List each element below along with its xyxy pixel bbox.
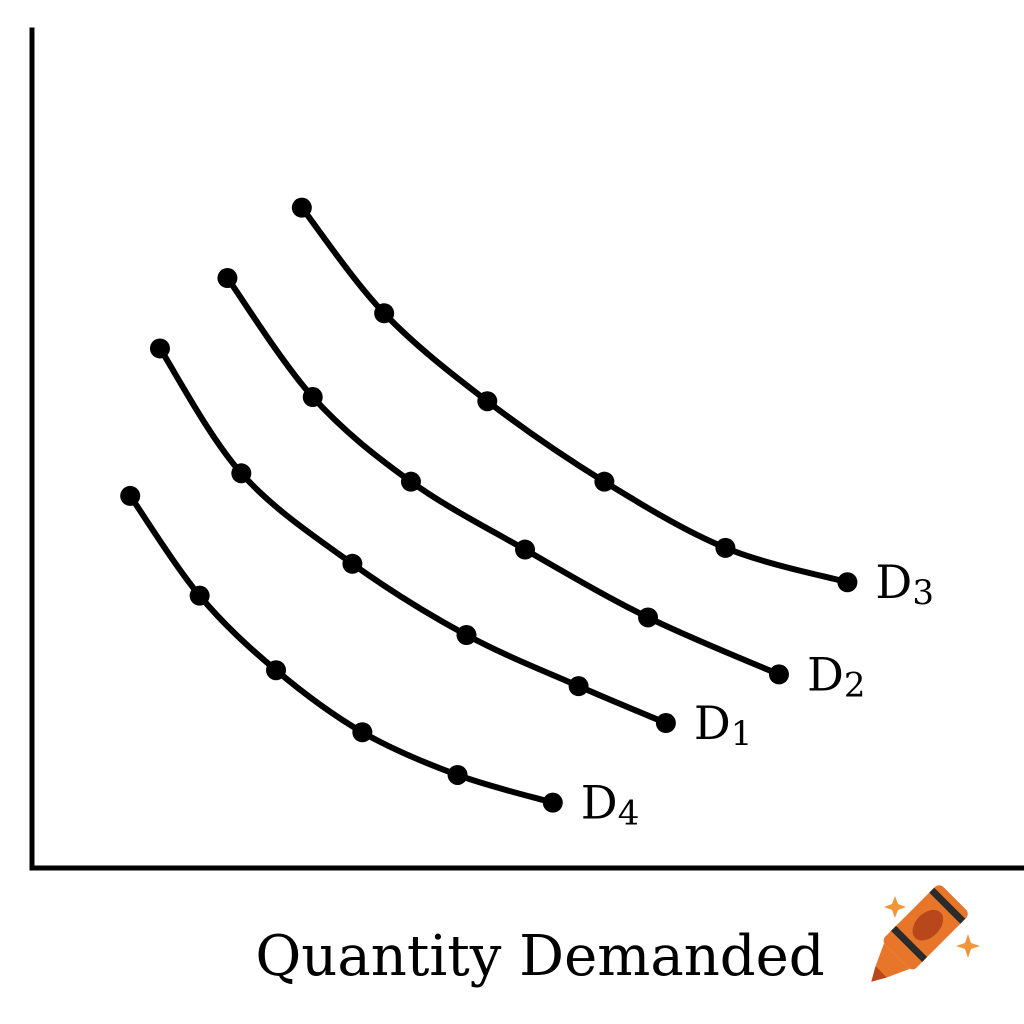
curve-d2 bbox=[224, 275, 782, 678]
point-d4-5 bbox=[447, 764, 468, 785]
axes bbox=[29, 27, 1024, 871]
series-d4: D4 bbox=[120, 485, 640, 834]
curve-d1 bbox=[156, 345, 669, 727]
crayon-icon bbox=[871, 885, 968, 982]
point-d2-2 bbox=[302, 387, 323, 408]
point-d2-6 bbox=[768, 664, 789, 685]
point-d1-6 bbox=[655, 713, 676, 734]
point-d2-3 bbox=[400, 471, 421, 492]
point-d3-6 bbox=[837, 572, 858, 593]
point-d3-2 bbox=[374, 303, 395, 324]
point-d4-3 bbox=[266, 660, 287, 681]
series-label-d3: D3 bbox=[875, 555, 934, 613]
series-d2: D2 bbox=[217, 268, 866, 705]
point-d4-2 bbox=[189, 585, 210, 606]
point-d3-4 bbox=[594, 471, 615, 492]
point-d1-2 bbox=[231, 463, 252, 484]
sparkle-icon bbox=[884, 896, 980, 958]
series-d3: D3 bbox=[291, 197, 934, 613]
point-d1-1 bbox=[149, 338, 170, 359]
point-d1-4 bbox=[456, 625, 477, 646]
point-d1-3 bbox=[342, 553, 363, 574]
series-label-d4: D4 bbox=[581, 776, 640, 834]
series-d1: D1 bbox=[149, 338, 753, 754]
series-label-d1: D1 bbox=[694, 696, 753, 754]
point-d4-4 bbox=[352, 722, 373, 743]
point-d3-5 bbox=[715, 537, 736, 558]
point-d1-5 bbox=[568, 676, 589, 697]
series-label-d2: D2 bbox=[807, 647, 866, 705]
point-d2-1 bbox=[217, 268, 238, 289]
point-d4-6 bbox=[542, 792, 563, 813]
x-axis-label: Quantity Demanded bbox=[255, 924, 824, 989]
point-d4-1 bbox=[120, 485, 141, 506]
curve-d3 bbox=[298, 204, 851, 586]
point-d3-1 bbox=[291, 197, 312, 218]
point-d3-3 bbox=[477, 391, 498, 412]
point-d2-5 bbox=[638, 607, 659, 628]
point-d2-4 bbox=[515, 539, 536, 560]
